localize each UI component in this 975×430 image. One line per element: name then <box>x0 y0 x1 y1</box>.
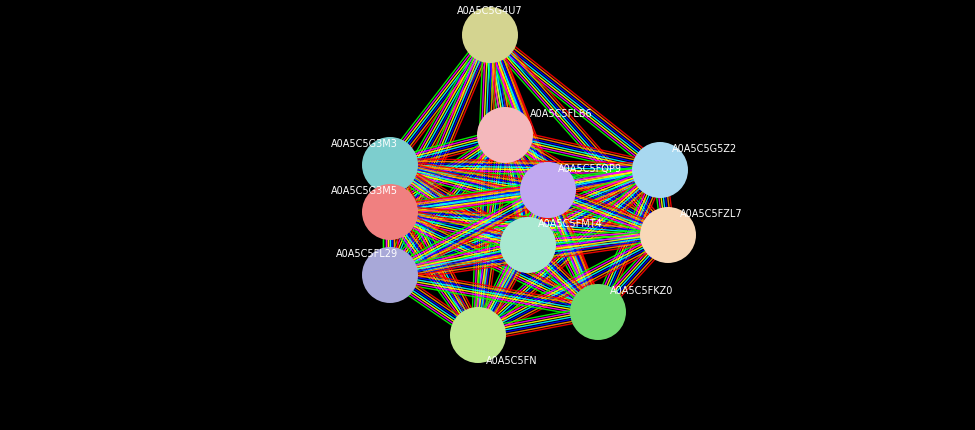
Ellipse shape <box>477 108 533 164</box>
Ellipse shape <box>462 8 518 64</box>
Ellipse shape <box>450 307 506 363</box>
Text: A0A5C5FLB6: A0A5C5FLB6 <box>530 109 593 119</box>
Ellipse shape <box>500 218 556 273</box>
Ellipse shape <box>520 163 576 218</box>
Ellipse shape <box>362 247 418 303</box>
Text: A0A5C5FL29: A0A5C5FL29 <box>335 249 398 258</box>
Ellipse shape <box>640 208 696 264</box>
Ellipse shape <box>362 138 418 194</box>
Text: A0A5C5G3M5: A0A5C5G3M5 <box>331 186 398 196</box>
Text: A0A5C5G4U7: A0A5C5G4U7 <box>457 6 523 16</box>
Text: A0A5C5G5Z2: A0A5C5G5Z2 <box>672 144 737 154</box>
Text: A0A5C5FKZ0: A0A5C5FKZ0 <box>610 286 674 295</box>
Ellipse shape <box>362 184 418 240</box>
Ellipse shape <box>570 284 626 340</box>
Text: A0A5C5G3M3: A0A5C5G3M3 <box>332 139 398 149</box>
Text: A0A5C5FMT4: A0A5C5FMT4 <box>538 218 603 228</box>
Text: A0A5C5FZL7: A0A5C5FZL7 <box>680 209 743 218</box>
Text: A0A5C5FN: A0A5C5FN <box>486 355 537 365</box>
Text: A0A5C5FQP9: A0A5C5FQP9 <box>558 164 622 174</box>
Ellipse shape <box>632 143 688 199</box>
